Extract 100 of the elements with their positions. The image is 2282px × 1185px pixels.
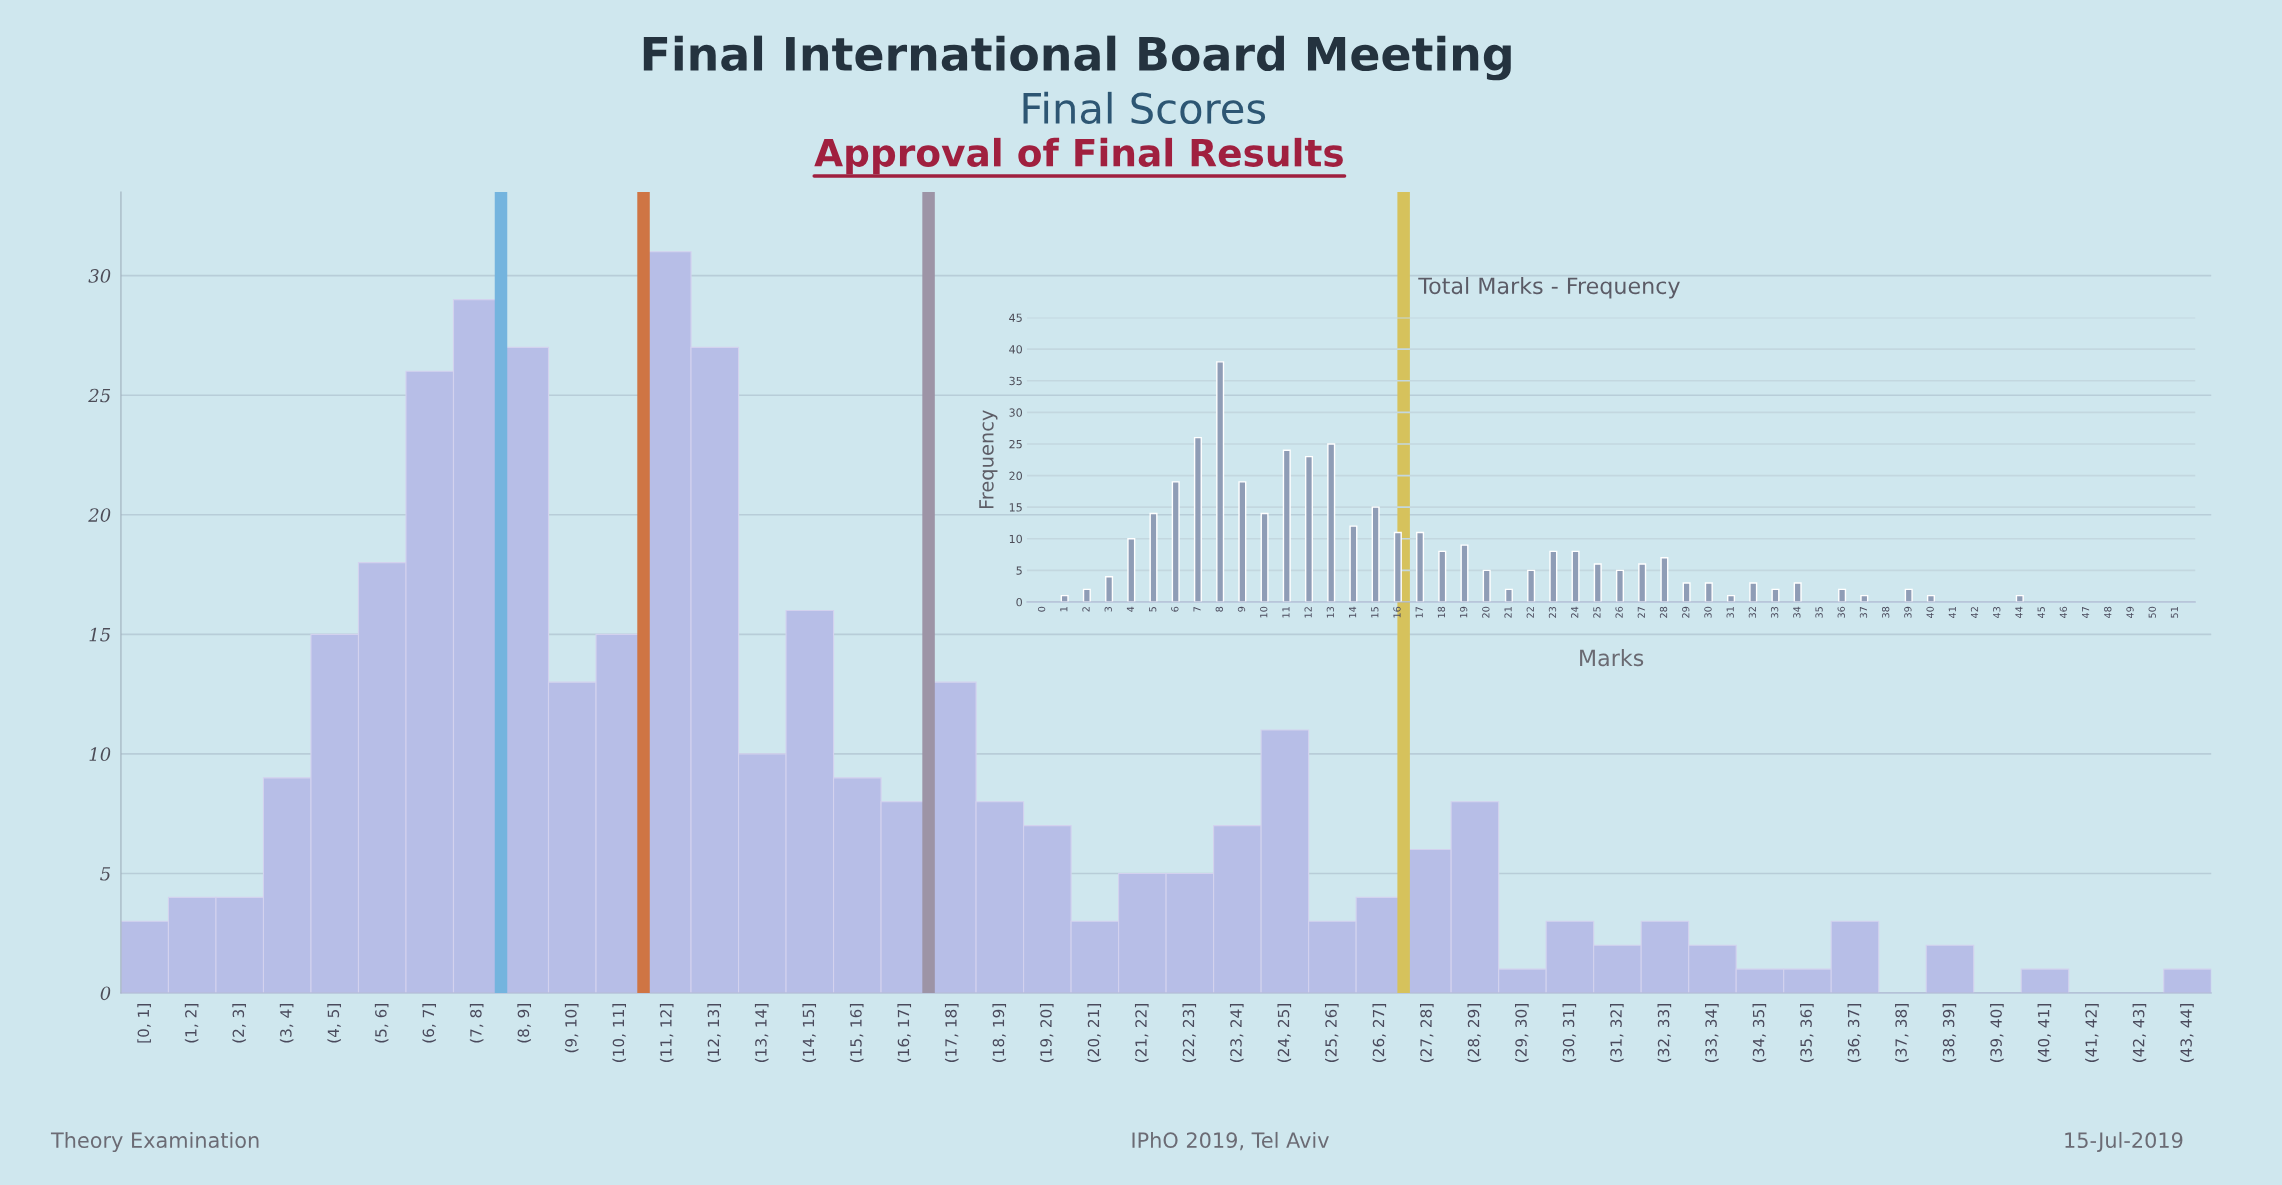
x-tick-label: (32, 33] (1657, 1004, 1672, 1062)
bar (1704, 582, 1713, 602)
x-tick-label: (37, 38] (1895, 1004, 1909, 1062)
text: 15-Jul-2019 (2065, 1131, 2183, 1152)
x-tick-label: 39 (1904, 606, 1912, 618)
x-tick-label: 5 (1149, 607, 1157, 612)
bar (1238, 481, 1247, 602)
x-tick-label: (11, 12] (659, 1004, 674, 1062)
x-tick-label: (36, 37] (1847, 1004, 1862, 1062)
x-tick-label: 29 (1682, 606, 1690, 618)
bar (1504, 588, 1513, 602)
bar (1771, 588, 1780, 602)
bar (1638, 563, 1647, 602)
bar (1904, 588, 1913, 602)
x-tick-label: 34 (1793, 606, 1801, 618)
x-tick-label: 4 (1126, 606, 1134, 612)
x-tick-label: (31, 32] (1610, 1004, 1624, 1062)
x-tick-label: 3 (1104, 606, 1112, 612)
bar (1260, 512, 1269, 602)
x-tick-label: 12 (1304, 607, 1312, 618)
x-tick-label: (19, 20] (1039, 1004, 1054, 1062)
bar (1105, 576, 1114, 602)
x-tick-label: (22, 23] (1182, 1004, 1197, 1062)
x-tick-label: (27, 28] (1420, 1004, 1434, 1062)
bar (1304, 455, 1314, 602)
y-tick-label: 10 (1009, 534, 1022, 544)
x-tick-label: 6 (1171, 606, 1179, 612)
x-tick-label: 43 (1993, 606, 2001, 619)
bar (1282, 449, 1291, 602)
bar (1460, 544, 1469, 602)
x-tick-label: (10, 11] (612, 1004, 626, 1062)
y-tick-label: 25 (88, 388, 111, 403)
x-tick-label: 18 (1437, 606, 1446, 618)
x-tick-label: (35, 36] (1800, 1004, 1814, 1062)
y-tick-label: 40 (1009, 345, 1022, 354)
x-tick-label: 48 (2104, 606, 2112, 619)
x-tick-label: 41 (1948, 607, 1956, 619)
x-tick-label: 49 (2126, 606, 2134, 619)
bar (1438, 550, 1447, 602)
y-axis-title: Frequency (979, 410, 998, 509)
chart-title: Final International Board Meeting (643, 35, 1511, 81)
y-tick-label: 35 (1009, 376, 1022, 386)
x-tick-label: 26 (1615, 606, 1623, 618)
bar (1615, 569, 1625, 602)
x-tick-label: (21, 22] (1134, 1004, 1149, 1062)
x-tick-label: (26, 27] (1372, 1004, 1387, 1062)
x-tick-label: (43, 44] (2180, 1004, 2194, 1062)
x-tick-label: (25, 26] (1324, 1004, 1339, 1062)
bar (1838, 588, 1847, 602)
x-tick-label: (1, 2] (184, 1004, 199, 1043)
bar (1660, 557, 1669, 602)
bar (1327, 443, 1336, 602)
x-tick-label: 7 (1193, 606, 1201, 612)
x-tick-label: 11 (1282, 607, 1290, 618)
x-tick-label: (33, 34] (1705, 1004, 1719, 1062)
x-tick-label: 45 (2037, 607, 2045, 619)
y-tick-label: 20 (88, 508, 111, 522)
x-tick-label: 1 (1060, 607, 1068, 612)
x-tick-label: 42 (1970, 607, 1979, 619)
bar (1416, 531, 1425, 602)
y-tick-label: 45 (1009, 313, 1022, 322)
x-tick-label: 33 (1770, 606, 1779, 618)
x-tick-label: 8 (1215, 606, 1223, 612)
y-tick-label: 30 (1009, 408, 1022, 417)
text: Approval of Final Results (814, 137, 1343, 175)
x-tick-label: (24, 25] (1277, 1004, 1292, 1062)
x-tick-label: (23, 24] (1229, 1004, 1244, 1062)
y-tick-label: 5 (100, 867, 111, 881)
y-tick-label: 0 (100, 986, 111, 1001)
bar (1193, 436, 1202, 602)
x-tick-label: (12, 13] (707, 1004, 722, 1062)
x-tick-label: 30 (1704, 606, 1712, 618)
x-tick-label: 2 (1082, 607, 1090, 612)
x-tick-label: 46 (2059, 606, 2068, 619)
x-tick-label: (7, 8] (469, 1004, 484, 1043)
bar (1793, 582, 1802, 602)
bar (1527, 569, 1536, 602)
bar (1393, 531, 1402, 602)
x-tick-label: 51 (2170, 607, 2179, 618)
x-tick-label: 13 (1326, 606, 1335, 618)
x-tick-label: 50 (2148, 606, 2156, 618)
x-tick-label: 35 (1815, 607, 1823, 618)
x-tick-label: 38 (1882, 606, 1890, 618)
x-tick-label: 36 (1837, 606, 1845, 618)
bar (1216, 361, 1225, 602)
x-tick-label: 27 (1637, 606, 1645, 618)
y-tick-label: 15 (1009, 503, 1022, 512)
x-tick-label: 14 (1349, 606, 1357, 618)
x-tick-label: (41, 42] (2085, 1004, 2099, 1062)
y-tick-label: 10 (89, 747, 111, 762)
bar (1549, 550, 1558, 602)
chart-subtitle: Final Scores (1023, 91, 1266, 125)
x-tick-label: (9, 10] (564, 1004, 579, 1053)
x-tick-label: 0 (1037, 606, 1046, 612)
y-tick-label: 15 (89, 627, 111, 642)
x-tick-label: (29, 30] (1515, 1004, 1529, 1062)
bar (1749, 582, 1758, 602)
y-tick-label: 30 (88, 269, 111, 283)
x-tick-label: 24 (1571, 606, 1579, 618)
bar (1593, 563, 1602, 602)
